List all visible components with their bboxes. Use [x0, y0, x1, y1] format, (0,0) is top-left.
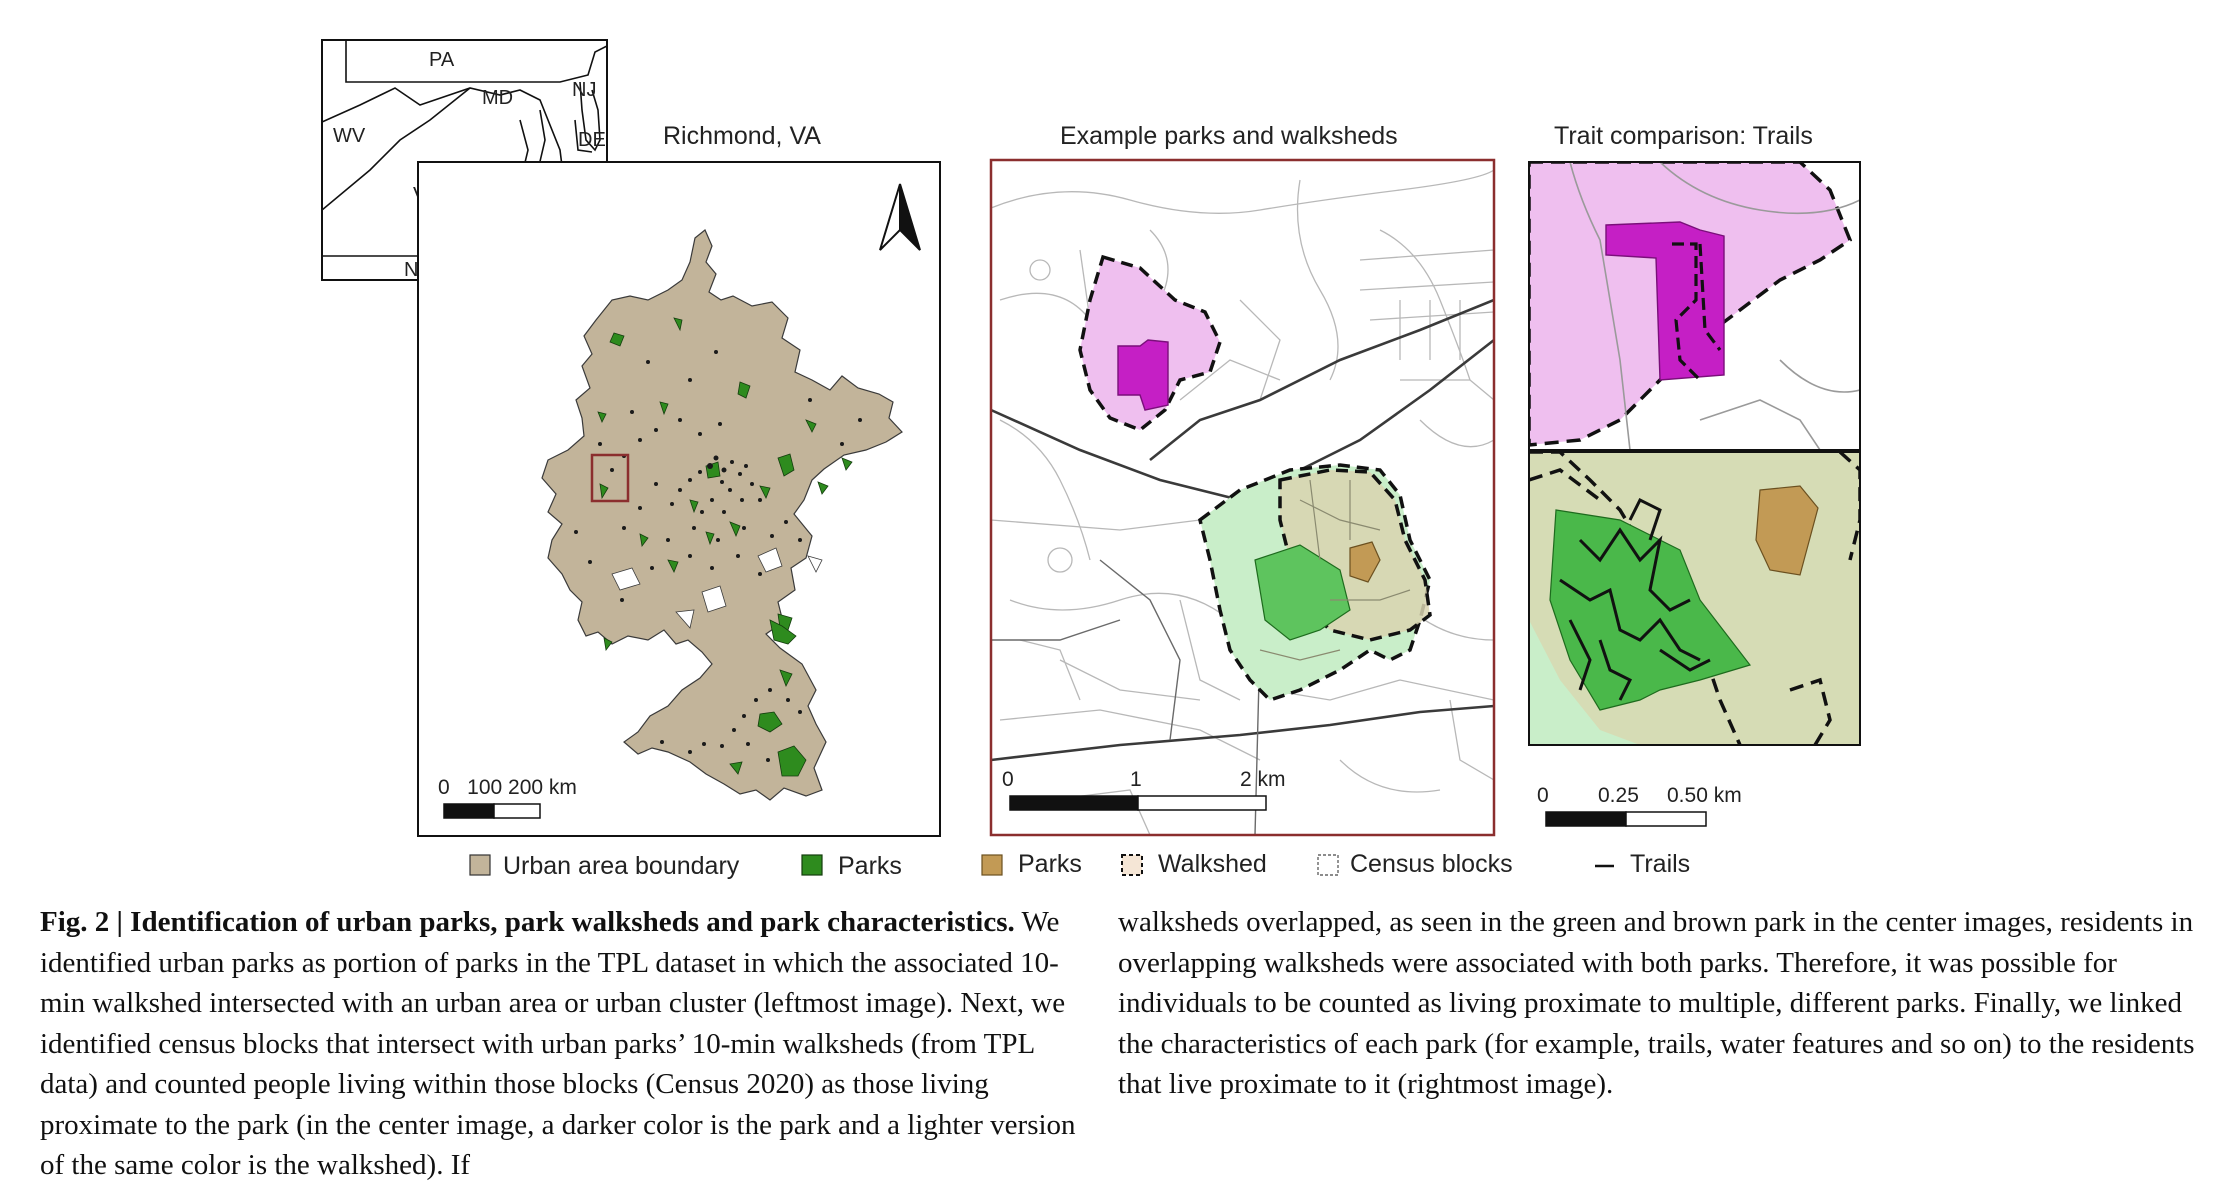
scalebar-example: 0 1 2 km: [1002, 768, 1286, 811]
panel-title-richmond: Richmond, VA: [663, 122, 821, 150]
legend-label-parks-brown: Parks: [1018, 850, 1082, 878]
figure-title: Fig. 2 | Identification of urban parks, …: [40, 906, 1015, 938]
caption-right-text: walksheds overlapped, as seen in the gre…: [1118, 906, 2195, 1100]
pa-border: [345, 40, 607, 83]
svg-text:1: 1: [1130, 768, 1142, 791]
brown-park: [1349, 541, 1381, 583]
legend-swatch-parks-green: [801, 854, 823, 876]
legend-label-trails: Trails: [1630, 850, 1690, 878]
panel-title-example: Example parks and walksheds: [1060, 122, 1398, 150]
legend-label-walkshed: Walkshed: [1158, 850, 1267, 878]
example-map: 0 1 2 km: [989, 158, 1496, 837]
svg-text:0: 0: [1537, 784, 1549, 807]
md-va-border: [322, 87, 566, 191]
panel-title-trait: Trait comparison: Trails: [1554, 122, 1813, 150]
inset-label-md: MD: [482, 87, 513, 109]
green-park: [1254, 544, 1351, 641]
north-arrow-icon: [879, 183, 921, 251]
richmond-map: 0 100 200 km: [417, 161, 941, 837]
magenta-park: [1117, 339, 1169, 411]
svg-text:0: 0: [1002, 768, 1014, 791]
trait-top-map: [1528, 161, 1861, 451]
legend-swatch-census: [1317, 854, 1339, 876]
legend-label-census: Census blocks: [1350, 850, 1513, 878]
trait-brown-park: [1755, 485, 1819, 576]
study-area-marker: [590, 453, 630, 503]
inset-label-pa: PA: [429, 49, 455, 71]
scalebar-trait: 0 0.25 0.50 km: [1537, 784, 1742, 827]
svg-text:2 km: 2 km: [1240, 768, 1286, 791]
inset-label-wv: WV: [333, 125, 366, 147]
inset-label-nj: NJ: [572, 79, 596, 101]
caption-left-text: We identified urban parks as portion of …: [40, 906, 1076, 1181]
caption-left-column: Fig. 2 | Identification of urban parks, …: [40, 902, 1090, 1186]
legend: Urban area boundary Parks Parks Walkshed…: [469, 850, 1690, 880]
svg-text:0.25: 0.25: [1598, 784, 1639, 807]
inset-label-de: DE: [578, 129, 606, 151]
scalebar-richmond: 0 100 200 km: [438, 776, 577, 819]
trait-bottom-map: [1528, 451, 1861, 746]
trait-green-walkshed: [1529, 452, 1742, 745]
svg-text:0.50 km: 0.50 km: [1667, 784, 1742, 807]
legend-swatch-urban: [469, 854, 491, 876]
urban-area: [541, 229, 903, 801]
legend-label-parks-green: Parks: [838, 852, 902, 880]
legend-label-urban: Urban area boundary: [503, 852, 740, 880]
legend-swatch-walkshed: [1121, 854, 1143, 876]
trails: [1559, 497, 1711, 701]
de-border: [574, 119, 593, 153]
wv-va-border: [322, 87, 471, 211]
svg-text:0 100 200 km: 0 100 200 km: [438, 776, 577, 799]
nj-border: [579, 81, 601, 152]
caption-right-column: walksheds overlapped, as seen in the gre…: [1118, 902, 2198, 1105]
legend-swatch-parks-brown: [981, 854, 1003, 876]
